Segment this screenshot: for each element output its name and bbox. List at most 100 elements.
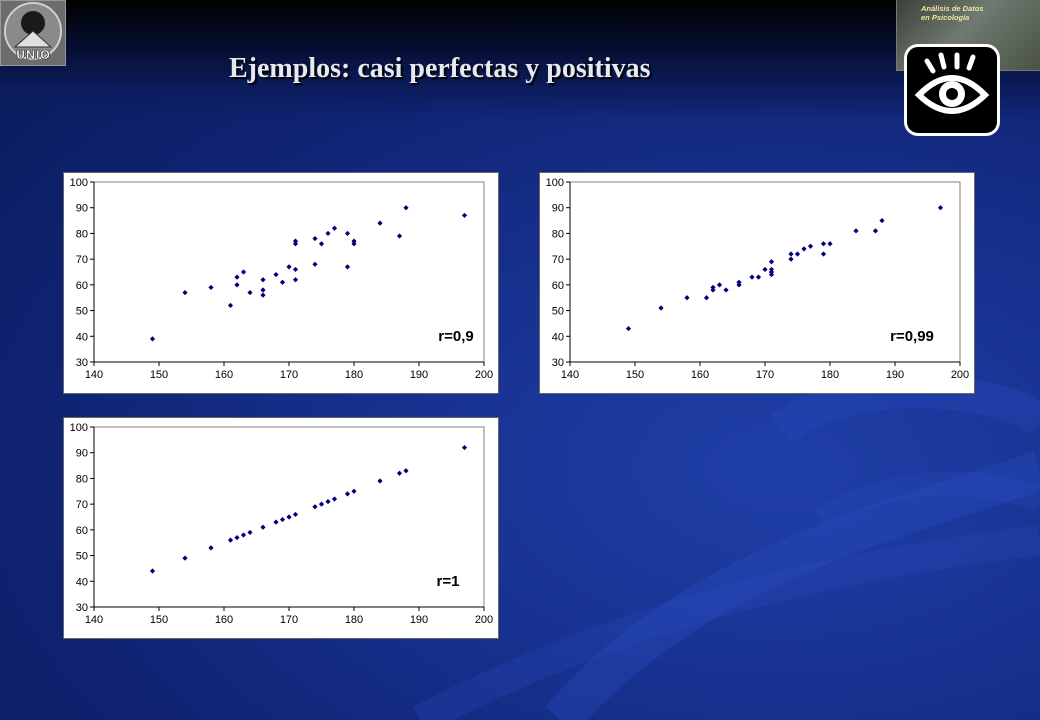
data-point [331, 225, 338, 231]
data-point [762, 266, 768, 273]
data-point [344, 230, 351, 237]
data-point [312, 504, 318, 510]
x-tick-label: 140 [85, 369, 103, 381]
data-point [279, 279, 286, 285]
data-point [273, 271, 279, 278]
scatter-chart-r09-svg: 30 40 50 60 70 80 90 100 140 150 160 170 180 190 200 r=… [70, 177, 494, 381]
scatter-chart-r09: 30 40 50 60 70 80 90 100 140 150 160 170 180 190 200 r=… [63, 172, 499, 394]
y-tick-label: 60 [76, 280, 88, 292]
data-point [273, 519, 279, 525]
data-point [234, 534, 240, 541]
scatter-chart-r1: 30 40 50 60 70 80 90 100 140 150 160 170 180 190 200 r=… [63, 417, 499, 639]
data-point [827, 241, 833, 247]
data-point [768, 266, 775, 273]
y-tick-label: 30 [552, 357, 564, 369]
data-point [788, 256, 794, 262]
data-point [794, 251, 801, 257]
x-tick-label: 190 [886, 369, 904, 381]
data-point [318, 241, 325, 247]
data-point [260, 277, 266, 283]
data-point [227, 302, 234, 309]
y-tick-label: 60 [76, 525, 88, 537]
plot-area [93, 181, 485, 363]
y-tick-label: 100 [70, 177, 88, 189]
data-point [403, 468, 409, 474]
book-cover-text: Análisis de Datos en Psicología [921, 4, 984, 22]
data-point [684, 295, 690, 301]
x-tick-label: 150 [150, 614, 168, 626]
data-point [703, 295, 710, 301]
y-tick-label: 60 [552, 280, 564, 292]
data-point [755, 274, 762, 280]
x-tick-label: 180 [345, 369, 363, 381]
x-tick-label: 190 [410, 369, 428, 381]
data-point [260, 292, 266, 298]
data-point [396, 470, 403, 476]
scatter-chart-r099: 30 40 50 60 70 80 90 100 140 150 160 170 180 190 200 r=… [539, 172, 975, 394]
data-point [260, 287, 266, 293]
data-point [723, 287, 729, 293]
data-point [396, 233, 403, 239]
logo-lettering: UNIO [16, 48, 50, 62]
y-tick-label: 30 [76, 602, 88, 614]
data-point [240, 532, 247, 538]
y-tick-label: 40 [76, 576, 88, 588]
data-point [325, 230, 331, 237]
data-point [820, 241, 827, 247]
data-point [801, 246, 807, 252]
y-tick-label: 70 [76, 254, 88, 266]
y-tick-label: 80 [76, 228, 88, 240]
y-tick-label: 80 [76, 473, 88, 485]
x-tick-label: 160 [691, 369, 709, 381]
data-point [625, 325, 632, 332]
university-logo: UNIO [0, 0, 66, 66]
y-tick-label: 100 [70, 422, 88, 434]
data-point [351, 488, 357, 494]
data-point [716, 282, 723, 288]
data-point [208, 284, 214, 291]
data-point [234, 274, 240, 280]
data-point [247, 529, 253, 536]
data-point [286, 514, 292, 520]
data-point [182, 555, 188, 561]
y-tick-label: 80 [552, 228, 564, 240]
data-point [149, 568, 156, 574]
y-tick-label: 70 [552, 254, 564, 266]
y-tick-label: 40 [76, 331, 88, 343]
data-point [377, 220, 383, 226]
data-point [292, 266, 299, 273]
data-point [937, 205, 944, 211]
x-tick-label: 180 [345, 614, 363, 626]
scatter-chart-r1-svg: 30 40 50 60 70 80 90 100 140 150 160 170 180 190 200 r=… [70, 422, 494, 626]
x-tick-label: 180 [821, 369, 839, 381]
data-point [461, 212, 468, 219]
y-tick-label: 40 [552, 331, 564, 343]
data-point [312, 261, 318, 267]
data-point [208, 545, 214, 551]
data-point [292, 277, 299, 283]
y-tick-label: 90 [552, 203, 564, 215]
x-tick-label: 160 [215, 614, 233, 626]
data-point [853, 228, 859, 234]
data-point [260, 524, 266, 530]
scatter-chart-r099-svg: 30 40 50 60 70 80 90 100 140 150 160 170 180 190 200 r=… [546, 177, 970, 381]
data-point [318, 501, 325, 507]
data-point [658, 305, 664, 311]
data-point [292, 241, 299, 247]
data-point [807, 243, 814, 249]
data-point [325, 498, 331, 505]
correlation-label: r=1 [437, 573, 460, 590]
data-point [768, 271, 775, 278]
x-tick-label: 190 [410, 614, 428, 626]
data-point [351, 241, 357, 247]
x-tick-label: 160 [215, 369, 233, 381]
data-point [768, 259, 775, 265]
x-tick-label: 140 [85, 614, 103, 626]
y-tick-label: 70 [76, 499, 88, 511]
data-point [247, 289, 253, 296]
title-bar-background [0, 0, 1040, 120]
data-point [344, 491, 351, 497]
data-point [461, 444, 468, 451]
y-tick-label: 100 [546, 177, 564, 189]
data-point [286, 264, 292, 270]
